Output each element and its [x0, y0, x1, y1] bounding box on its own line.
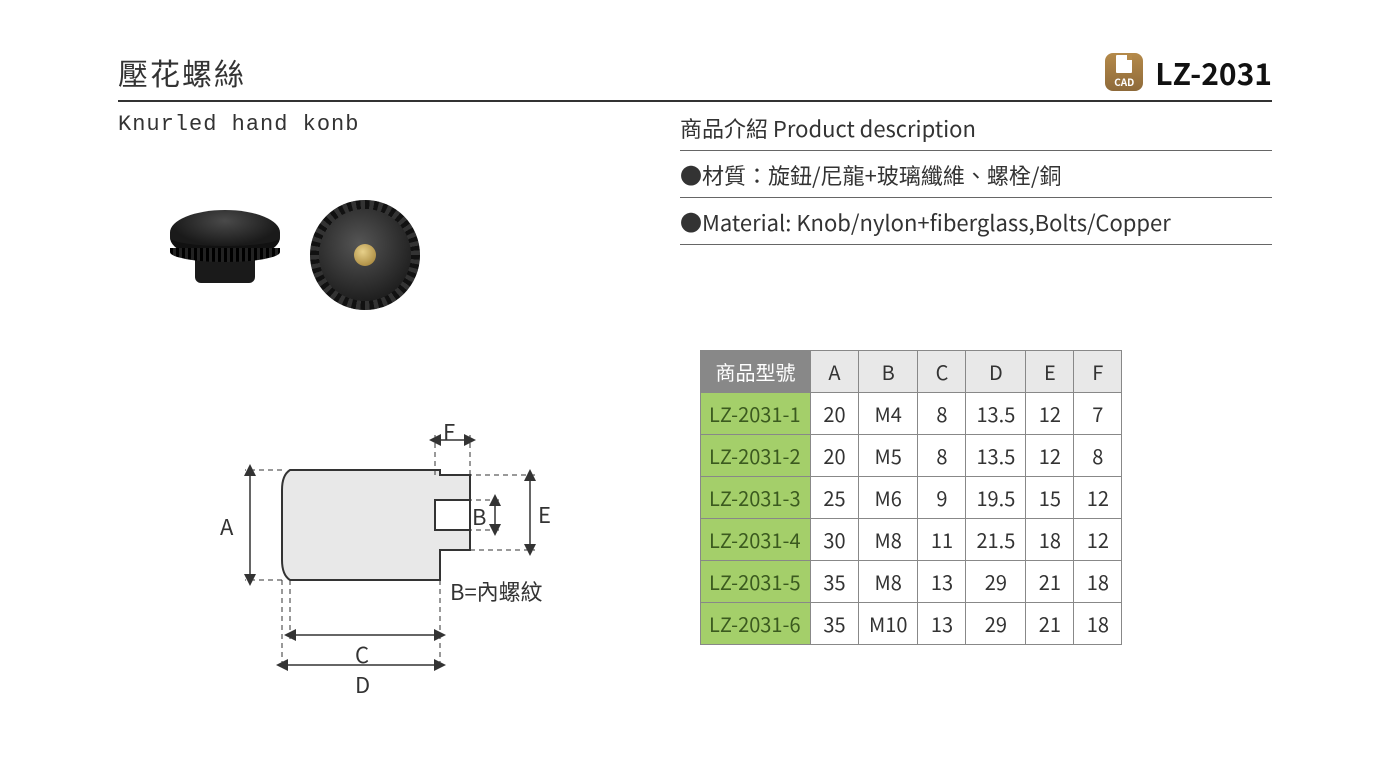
value-cell: 30	[811, 519, 859, 561]
header-right: CAD LZ-2031	[1105, 50, 1272, 94]
spec-header-row: 商品型號 A B C D E F	[701, 351, 1122, 393]
description-heading: 商品介紹 Product description	[680, 112, 1272, 151]
dim-F: F	[443, 415, 455, 447]
value-cell: 35	[811, 561, 859, 603]
value-cell: 21	[1026, 561, 1074, 603]
cad-label: CAD	[1114, 74, 1134, 89]
value-cell: 18	[1074, 561, 1122, 603]
col-F: F	[1074, 351, 1122, 393]
table-row: LZ-2031-430M81121.51812	[701, 519, 1122, 561]
dimension-diagram: A B E F C D B=內螺紋	[140, 380, 560, 700]
description-line-1: ●材質：旋鈕/尼龍+玻璃纖維、螺栓/銅	[680, 151, 1272, 198]
value-cell: 11	[918, 519, 966, 561]
model-cell: LZ-2031-1	[701, 393, 811, 435]
table-row: LZ-2031-635M1013292118	[701, 603, 1122, 645]
diagram-svg	[140, 380, 560, 700]
value-cell: 7	[1074, 393, 1122, 435]
cad-icon[interactable]: CAD	[1105, 53, 1143, 91]
value-cell: 29	[966, 603, 1026, 645]
value-cell: 12	[1026, 393, 1074, 435]
value-cell: 18	[1074, 603, 1122, 645]
value-cell: 15	[1026, 477, 1074, 519]
value-cell: 29	[966, 561, 1026, 603]
value-cell: 8	[918, 393, 966, 435]
product-photo	[160, 180, 460, 330]
dim-B: B	[472, 500, 486, 532]
col-C: C	[918, 351, 966, 393]
dim-E: E	[538, 498, 551, 530]
description-block: 商品介紹 Product description ●材質：旋鈕/尼龍+玻璃纖維、…	[680, 112, 1272, 245]
value-cell: 13	[918, 603, 966, 645]
value-cell: 8	[918, 435, 966, 477]
model-cell: LZ-2031-2	[701, 435, 811, 477]
table-row: LZ-2031-325M6919.51512	[701, 477, 1122, 519]
value-cell: 21	[1026, 603, 1074, 645]
value-cell: M5	[859, 435, 918, 477]
col-E: E	[1026, 351, 1074, 393]
value-cell: 8	[1074, 435, 1122, 477]
value-cell: 13	[918, 561, 966, 603]
knob-side-view	[170, 210, 280, 283]
model-cell: LZ-2031-4	[701, 519, 811, 561]
col-D: D	[966, 351, 1026, 393]
table-row: LZ-2031-535M813292118	[701, 561, 1122, 603]
value-cell: 18	[1026, 519, 1074, 561]
value-cell: 12	[1074, 519, 1122, 561]
value-cell: 25	[811, 477, 859, 519]
brass-insert	[354, 244, 376, 266]
value-cell: 20	[811, 435, 859, 477]
value-cell: M10	[859, 603, 918, 645]
value-cell: M8	[859, 561, 918, 603]
col-A: A	[811, 351, 859, 393]
col-B: B	[859, 351, 918, 393]
title-chinese: 壓花螺絲	[118, 50, 246, 94]
value-cell: 35	[811, 603, 859, 645]
value-cell: 12	[1026, 435, 1074, 477]
value-cell: 20	[811, 393, 859, 435]
table-row: LZ-2031-220M5813.5128	[701, 435, 1122, 477]
header-row: 壓花螺絲 CAD LZ-2031	[118, 50, 1272, 102]
value-cell: 13.5	[966, 435, 1026, 477]
col-model: 商品型號	[701, 351, 811, 393]
value-cell: 19.5	[966, 477, 1026, 519]
model-cell: LZ-2031-3	[701, 477, 811, 519]
description-line-2: ●Material: Knob/nylon+fiberglass,Bolts/C…	[680, 198, 1272, 245]
table-row: LZ-2031-120M4813.5127	[701, 393, 1122, 435]
value-cell: 21.5	[966, 519, 1026, 561]
dim-D: D	[355, 668, 370, 700]
model-cell: LZ-2031-5	[701, 561, 811, 603]
cad-doc-icon	[1116, 55, 1132, 73]
value-cell: 12	[1074, 477, 1122, 519]
value-cell: M6	[859, 477, 918, 519]
value-cell: M8	[859, 519, 918, 561]
model-cell: LZ-2031-6	[701, 603, 811, 645]
dim-A: A	[220, 510, 233, 542]
dim-C: C	[355, 638, 369, 670]
value-cell: M4	[859, 393, 918, 435]
value-cell: 9	[918, 477, 966, 519]
spec-table: 商品型號 A B C D E F LZ-2031-120M4813.5127LZ…	[700, 350, 1122, 645]
dim-B-note: B=內螺紋	[450, 575, 543, 607]
value-cell: 13.5	[966, 393, 1026, 435]
part-number: LZ-2031	[1155, 50, 1272, 94]
knob-top-view	[310, 200, 420, 310]
